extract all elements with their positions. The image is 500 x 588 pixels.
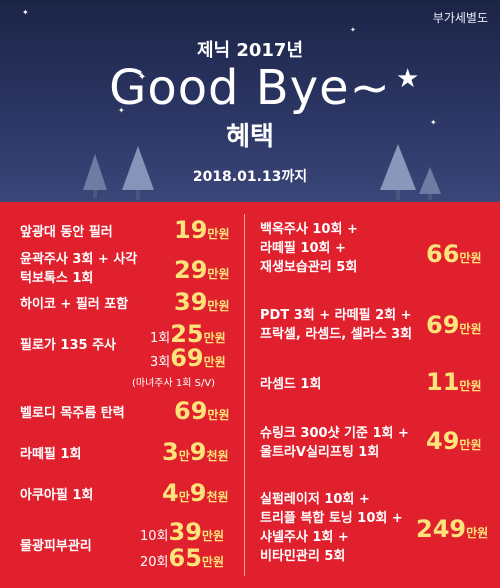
package-line: 비타민관리 5회	[260, 549, 346, 564]
package-name: 백옥주사 10회 + 라떼필 10회 + 재생보습관리 5회	[260, 220, 358, 277]
price-unit: 만원	[203, 355, 226, 369]
star-icon: ✦	[350, 26, 356, 34]
item-price: 69만원	[174, 397, 230, 425]
package-price: 49만원	[426, 427, 482, 455]
package-line: 울트라V실리프팅 1회	[260, 445, 380, 460]
package-name: 실펌레이저 10회 + 트리플 복합 토닝 10회 + 샤넬주사 1회 + 비타…	[260, 490, 403, 566]
tree-icon	[122, 146, 154, 200]
price-list	[0, 202, 500, 588]
star-icon: ✦	[138, 72, 147, 83]
item-price: 4만9천원	[162, 479, 229, 507]
item-price: 20회65만원	[140, 544, 224, 572]
tree-icon	[419, 167, 441, 200]
benefit-label: 혜택	[226, 122, 274, 152]
price-value: 65	[168, 544, 202, 572]
price-unit: 만원	[459, 379, 482, 393]
item-price: 3만9천원	[162, 438, 229, 466]
option-count: 20회	[140, 555, 169, 570]
item-note: (마녀주사 1회 S/V)	[132, 378, 216, 389]
event-subtitle: 제닉 2017년	[196, 40, 304, 61]
price-value: 249	[416, 515, 467, 543]
price-value: 69	[426, 311, 460, 339]
star-icon: ★	[396, 64, 420, 94]
package-line: 라떼필 10회 +	[260, 241, 346, 256]
star-icon: ✦	[118, 106, 125, 115]
package-line: 재생보습관리 5회	[260, 260, 358, 275]
price-value: 11	[426, 368, 460, 396]
tree-icon	[83, 154, 107, 198]
package-price: 66만원	[426, 240, 482, 268]
package-line: 샤넬주사 1회 +	[260, 530, 349, 545]
package-price: 249만원	[416, 515, 488, 543]
price-value: 25	[170, 320, 204, 348]
item-price: 3회69만원	[150, 344, 226, 372]
price-unit: 만	[178, 449, 190, 463]
item-name: 라떼필 1회	[20, 447, 82, 462]
item-name: 앞광대 동안 필러	[20, 225, 113, 240]
price-value: 69	[174, 397, 208, 425]
price-value: 3	[162, 438, 179, 466]
end-date: 2018.01.13까지	[192, 169, 308, 185]
package-name: 슈링크 300샷 기준 1회 + 울트라V실리프팅 1회	[260, 424, 409, 462]
price-unit: 만원	[207, 227, 230, 241]
item-price: 19만원	[174, 216, 230, 244]
price-value: 19	[174, 216, 208, 244]
package-line: PDT 3회 + 라떼필 2회 +	[260, 308, 412, 323]
item-name: 하이코 + 필러 포함	[20, 297, 129, 312]
item-name: 벨로디 목주름 탄력	[20, 406, 125, 421]
price-value: 66	[426, 240, 460, 268]
price-unit: 만원	[466, 526, 489, 540]
option-count: 1회	[150, 331, 171, 346]
price-unit: 만원	[459, 438, 482, 452]
package-price: 11만원	[426, 368, 482, 396]
tree-icon	[380, 144, 416, 200]
package-name: PDT 3회 + 라떼필 2회 + 프락셀, 라셈드, 셀라스 3회	[260, 306, 412, 344]
price-value: 9	[189, 438, 207, 466]
price-unit: 만원	[203, 331, 226, 345]
price-value: 49	[426, 427, 460, 455]
item-price: 1회25만원	[150, 320, 226, 348]
package-line: 슈링크 300샷 기준 1회 +	[260, 426, 409, 441]
star-icon: ✦	[22, 8, 29, 17]
item-price: 10회39만원	[140, 518, 224, 546]
package-line: 백옥주사 10회 +	[260, 222, 358, 237]
item-name: 아쿠아필 1회	[20, 488, 94, 503]
package-line: 라셈드 1회	[260, 377, 322, 392]
price-unit: 천원	[206, 449, 229, 463]
vat-note: 부가세별도	[432, 11, 488, 25]
item-price: 29만원	[174, 256, 230, 284]
package-name: 라셈드 1회	[260, 375, 321, 394]
star-icon: ✦	[430, 118, 437, 127]
item-name: 필로가 135 주사	[20, 338, 116, 353]
price-value: 39	[174, 288, 208, 316]
price-unit: 만	[178, 490, 190, 504]
price-unit: 만원	[459, 322, 482, 336]
price-value: 29	[174, 256, 208, 284]
price-unit: 만원	[207, 299, 230, 313]
package-line: 프락셀, 라셈드, 셀라스 3회	[260, 327, 413, 342]
column-divider	[244, 214, 245, 576]
price-unit: 만원	[207, 408, 230, 422]
item-name: 윤곽주사 3회 + 사각턱보톡스 1회	[20, 252, 138, 286]
event-title: Good Bye~	[109, 60, 391, 116]
price-unit: 만원	[207, 267, 230, 281]
item-price: 39만원	[174, 288, 230, 316]
option-count: 3회	[150, 355, 171, 370]
price-value: 69	[170, 344, 204, 372]
option-count: 10회	[140, 529, 169, 544]
price-unit: 만원	[201, 555, 225, 569]
price-value: 9	[189, 479, 207, 507]
price-value: 4	[162, 479, 179, 507]
price-unit: 천원	[206, 490, 229, 504]
price-value: 39	[168, 518, 202, 546]
price-unit: 만원	[459, 251, 482, 265]
package-line: 실펌레이저 10회 +	[260, 492, 370, 507]
package-line: 트리플 복합 토닝 10회 +	[260, 511, 403, 526]
item-name: 물광피부관리	[20, 539, 92, 554]
package-price: 69만원	[426, 311, 482, 339]
header-banner: ✦ ✦ ✦ ★ ✦ ✦ 부가세별도 제닉 2017년 Good Bye~ 혜택 …	[0, 0, 500, 202]
price-unit: 만원	[201, 529, 225, 543]
